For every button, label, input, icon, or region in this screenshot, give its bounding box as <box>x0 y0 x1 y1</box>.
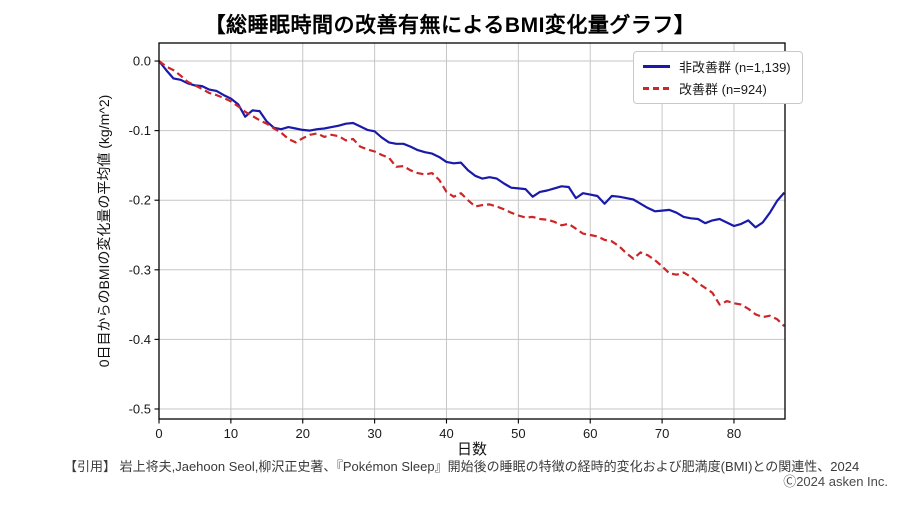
x-tick-label: 50 <box>511 426 525 441</box>
x-tick-label: 80 <box>727 426 741 441</box>
x-tick-label: 40 <box>439 426 453 441</box>
x-tick-label: 60 <box>583 426 597 441</box>
x-tick-label: 10 <box>224 426 238 441</box>
copyright-text: Ⓒ2024 asken Inc. <box>783 474 888 489</box>
x-tick-label: 70 <box>655 426 669 441</box>
plot-frame <box>158 42 786 420</box>
y-tick-label: 0.0 <box>133 54 151 69</box>
non-improved-line-sample <box>643 65 670 68</box>
y-tick-label: -0.2 <box>129 193 151 208</box>
y-tick-label: -0.3 <box>129 262 151 277</box>
legend-item-non-improved: 非改善群 (n=1,139) <box>643 57 791 76</box>
x-tick-label: 30 <box>367 426 381 441</box>
improved-line-sample <box>643 87 670 90</box>
x-axis-label: 日数 <box>456 441 488 458</box>
y-tick-label: -0.5 <box>129 401 151 416</box>
citation-text: 【引用】 岩上将夫,Jaehoon Seol,柳沢正史著、『Pokémon Sl… <box>64 459 860 474</box>
legend-label-non-improved: 非改善群 (n=1,139) <box>679 60 791 75</box>
series-line-improved <box>158 60 786 327</box>
y-axis-label: 0日目からのBMIの変化量の平均値 (kg/m^2) <box>96 94 112 368</box>
y-tick-label: -0.4 <box>129 332 151 347</box>
legend-item-improved: 改善群 (n=924) <box>643 79 791 98</box>
chart-title: 【総睡眠時間の改善有無によるBMI変化量グラフ】 <box>204 14 696 37</box>
legend-label-improved: 改善群 (n=924) <box>679 82 767 97</box>
x-tick-label: 0 <box>155 426 162 441</box>
y-tick-label: -0.1 <box>129 123 151 138</box>
chart-legend: 非改善群 (n=1,139) 改善群 (n=924) <box>633 51 803 104</box>
series-line-non-improved <box>158 60 786 229</box>
x-tick-label: 20 <box>296 426 310 441</box>
